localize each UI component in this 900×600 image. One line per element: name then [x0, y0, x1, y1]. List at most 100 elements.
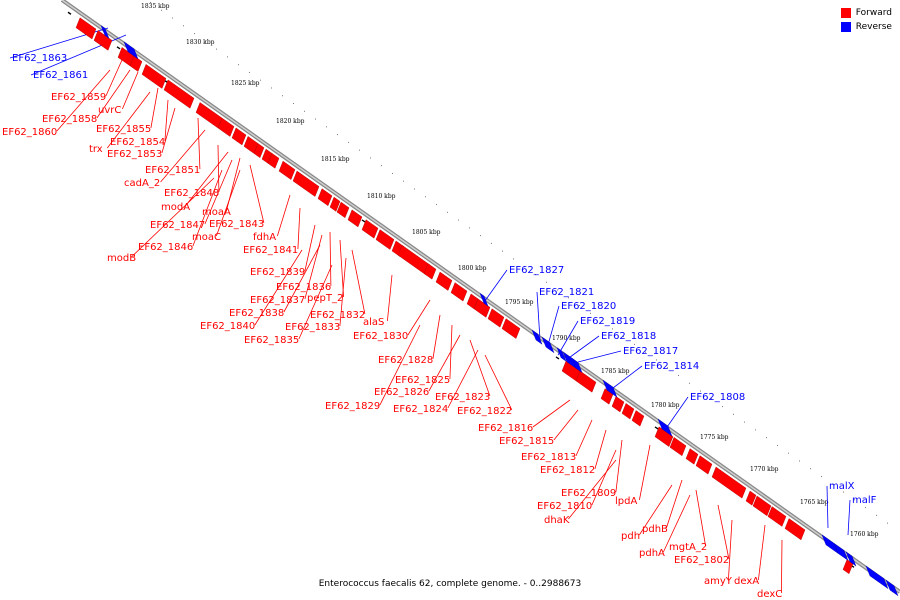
forward-gene-block: [695, 455, 713, 475]
forward-leader-line: [329, 231, 332, 287]
forward-gene-label: moaA: [202, 207, 231, 218]
reverse-gene-label: EF62_1863: [12, 53, 67, 64]
forward-leader-line: [160, 129, 206, 183]
forward-leader-line: [185, 151, 229, 207]
forward-gene-label: EF62_1802: [674, 555, 729, 566]
reverse-gene-label: malF: [852, 495, 877, 506]
forward-gene-label: fdhA: [253, 232, 276, 243]
forward-leader-line: [161, 107, 176, 154]
forward-leader-line: [663, 494, 691, 553]
forward-gene-block: [621, 403, 635, 420]
forward-swatch: [840, 8, 851, 18]
forward-gene-block: [267, 153, 280, 169]
forward-gene-block: [129, 55, 143, 72]
reverse-leader-line: [826, 485, 829, 529]
forward-leader-line: [283, 244, 321, 313]
scale-dot: [216, 48, 217, 50]
forward-gene-block: [501, 318, 521, 339]
axis-tick: [67, 11, 72, 15]
scale-dot: [469, 227, 470, 229]
gene-blocks: [75, 17, 899, 597]
reverse-leader-line: [847, 499, 851, 536]
forward-gene-label: dexC: [757, 589, 782, 600]
forward-leader-line: [297, 207, 301, 250]
forward-leader-line: [105, 59, 123, 97]
scale-dot: [766, 437, 767, 439]
forward-gene-label: EF62_1840: [200, 321, 255, 332]
axis-tick: [654, 426, 659, 430]
forward-gene-block: [231, 127, 247, 146]
forward-gene-block: [435, 271, 453, 291]
reverse-leader-line: [481, 269, 508, 306]
forward-gene-label: EF62_1826: [374, 387, 429, 398]
scale-dot: [788, 452, 789, 454]
scale-tick-label: 1760 kbp: [850, 531, 879, 538]
scale-dot: [458, 219, 459, 221]
scale-dot: [722, 406, 723, 408]
forward-gene-label: pdh: [621, 531, 640, 542]
reverse-gene-label: malX: [829, 481, 855, 492]
forward-leader-line: [447, 349, 479, 409]
forward-gene-label: pdhA: [639, 548, 665, 559]
reverse-gene-block: [541, 336, 555, 354]
forward-gene-block: [575, 370, 597, 393]
scale-dot: [656, 359, 657, 361]
scale-tick-label: 1800 kbp: [458, 265, 487, 272]
reverse-leader-line: [557, 320, 579, 356]
reverse-swatch: [840, 22, 851, 32]
reverse-gene-block: [479, 292, 489, 307]
forward-leader-line: [553, 409, 579, 441]
scale-dot: [568, 297, 569, 299]
forward-gene-label: EF62_1859: [51, 92, 106, 103]
forward-gene-label: EF62_1830: [353, 331, 408, 342]
forward-gene-block: [487, 308, 505, 328]
forward-gene-block: [278, 160, 296, 180]
reverse-gene-block: [657, 418, 673, 437]
forward-leader-line: [298, 264, 333, 340]
forward-gene-block: [423, 263, 437, 280]
scale-dot: [227, 56, 228, 58]
forward-gene-label: EF62_1823: [435, 392, 490, 403]
scale-dot: [337, 134, 338, 136]
forward-gene-block: [631, 410, 645, 427]
scale-dot: [645, 351, 646, 353]
scale-tick-label: 1785 kbp: [601, 368, 630, 375]
forward-leader-line: [216, 169, 241, 237]
reverse-leader-line: [547, 305, 560, 346]
axis-tick: [116, 46, 121, 50]
forward-gene-label: EF62_1828: [378, 355, 433, 366]
forward-gene-label: EF62_1836: [276, 282, 331, 293]
scale-dot: [293, 103, 294, 105]
scale-dot: [876, 514, 877, 516]
scale-tick-label: 1830 kbp: [186, 39, 215, 46]
forward-leader-line: [192, 169, 223, 247]
scale-dot: [502, 250, 503, 252]
reverse-gene-block: [556, 347, 567, 362]
forward-leader-line: [615, 439, 623, 493]
scale-tick-label: 1810 kbp: [367, 193, 396, 200]
forward-gene-block: [217, 117, 235, 137]
forward-leader-line: [594, 429, 607, 470]
forward-leader-line: [639, 444, 651, 501]
scale-dot: [172, 17, 173, 19]
reverse-gene-label: EF62_1819: [580, 316, 635, 327]
scale-dot: [535, 273, 536, 275]
scale-dots: [150, 2, 888, 524]
forward-leader-line: [758, 524, 766, 581]
forward-gene-label: EF62_1824: [393, 404, 448, 415]
scale-ticks: 1835 kbp 1830 kbp 1825 kbp 1820 kbp 1815 kbp…: [67, 3, 879, 568]
forward-gene-block: [611, 396, 625, 413]
forward-leader-line: [568, 459, 617, 520]
scale-dot: [854, 499, 855, 501]
scale-dot: [601, 320, 602, 322]
forward-gene-label: EF62_1815: [499, 436, 554, 447]
forward-gene-block: [745, 490, 757, 506]
reverse-gene-block: [845, 551, 857, 567]
scale-tick-label: 1795 kbp: [505, 299, 534, 306]
forward-leader-line: [339, 257, 347, 327]
forward-leader-line: [131, 177, 215, 258]
forward-gene-label: EF62_1837: [250, 295, 305, 306]
forward-leader-line: [150, 87, 159, 129]
forward-gene-label: dhaK: [544, 515, 570, 526]
